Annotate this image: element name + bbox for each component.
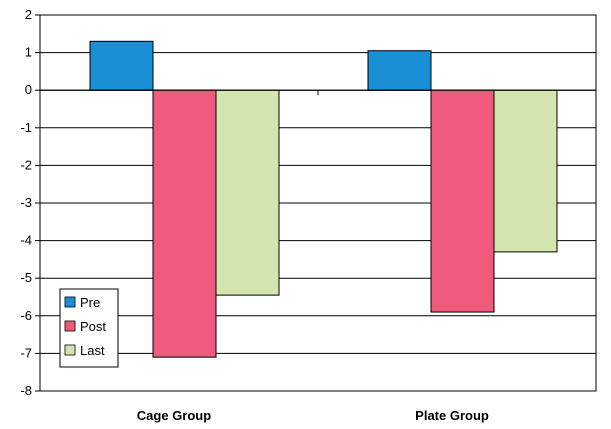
plot-frame bbox=[39, 14, 597, 392]
y-tick-label: -1 bbox=[20, 120, 32, 135]
bars bbox=[89, 40, 558, 358]
legend-swatch-pre bbox=[64, 296, 76, 308]
legend-label-post: Post bbox=[80, 319, 106, 334]
legend-swatch-last bbox=[64, 344, 76, 356]
bar-last-1 bbox=[215, 89, 280, 296]
y-tick-label: -8 bbox=[20, 383, 32, 398]
y-tick-label: 0 bbox=[25, 82, 32, 97]
y-tick-label: 2 bbox=[25, 7, 32, 22]
legend: Pre Post Last bbox=[59, 288, 119, 368]
y-tick-label: -3 bbox=[20, 195, 32, 210]
y-tick-label: -7 bbox=[20, 345, 32, 360]
bar-post-2 bbox=[430, 89, 495, 313]
y-tick-label: -5 bbox=[20, 270, 32, 285]
y-tick-label: 1 bbox=[25, 45, 32, 60]
y-tick-label: -4 bbox=[20, 233, 32, 248]
axes bbox=[35, 14, 597, 392]
y-tick-labels: 2 1 0 -1 -2 -3 -4 -5 -6 -7 -8 bbox=[20, 7, 32, 398]
bar-post-1 bbox=[152, 89, 217, 358]
y-tick-label: -6 bbox=[20, 308, 32, 323]
category-labels: Cage Group Plate Group bbox=[137, 408, 489, 423]
bar-pre-1 bbox=[89, 40, 154, 91]
category-label: Cage Group bbox=[137, 408, 211, 423]
bar-pre-2 bbox=[367, 50, 432, 91]
legend-swatch-post bbox=[64, 320, 76, 332]
bar-last-2 bbox=[493, 89, 558, 253]
legend-label-last: Last bbox=[80, 343, 105, 358]
category-label: Plate Group bbox=[415, 408, 489, 423]
y-tick-label: -2 bbox=[20, 157, 32, 172]
legend-label-pre: Pre bbox=[80, 295, 100, 310]
